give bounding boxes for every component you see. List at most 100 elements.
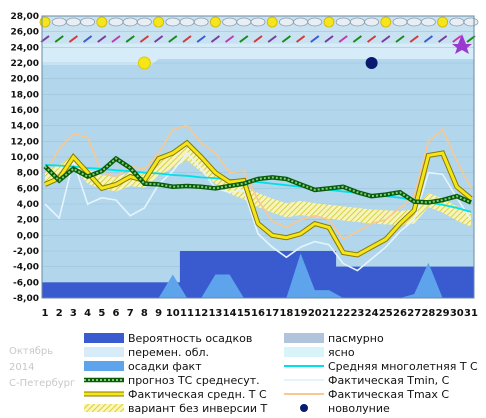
wind-arrow-icon	[296, 35, 306, 43]
y-tick-label: 26,00	[11, 28, 39, 38]
cloud-icon	[66, 17, 81, 27]
y-tick-label: 22,00	[11, 59, 39, 69]
y-tick-label: 14,00	[11, 122, 39, 132]
legend-item: вариант без инверсии Т	[84, 402, 268, 415]
wind-arrow-icon	[310, 35, 320, 43]
cloud-icon	[335, 17, 351, 27]
legend-item: ясно	[284, 346, 355, 359]
legend-label: прогноз ТС среднесут.	[128, 374, 260, 387]
x-tick-label: 6	[113, 308, 120, 319]
plot-border	[41, 15, 475, 299]
x-tick-label: 22	[336, 308, 350, 319]
wind-arrow-icon	[196, 35, 206, 43]
wind-arrow-icon	[111, 35, 121, 43]
y-tick-label: -6,00	[13, 278, 39, 288]
wind-arrow-icon	[182, 35, 192, 43]
wind-arrow-icon	[253, 35, 263, 43]
wind-arrow-icon	[68, 35, 79, 43]
cloud-icon	[179, 17, 195, 27]
legend-item: пасмурно	[284, 332, 384, 345]
x-tick-label: 10	[166, 308, 180, 319]
y-tick-label: 10,00	[11, 153, 39, 163]
x-tick-label: 5	[98, 308, 105, 319]
cloud-icon	[236, 17, 252, 27]
wind-arrow-icon	[267, 35, 277, 43]
legend-label: Вероятность осадков	[128, 332, 252, 345]
legend-label: осадки факт	[128, 360, 202, 373]
x-tick-label: 23	[350, 308, 364, 319]
cloud-icon	[165, 17, 181, 27]
wind-arrow-icon	[125, 35, 135, 43]
y-tick-label: 0,00	[17, 231, 39, 241]
x-tick-label: 9	[155, 308, 162, 319]
sun-icon	[323, 16, 335, 28]
y-tick-label: 2,00	[17, 216, 39, 226]
sun-icon	[380, 16, 392, 28]
y-tick-label: 4,00	[17, 200, 39, 210]
wind-arrow-icon	[82, 35, 93, 43]
x-tick-label: 3	[70, 308, 77, 319]
caption-month: Октябрь	[9, 346, 53, 357]
sun-icon	[266, 16, 278, 28]
x-tick-label: 19	[294, 308, 308, 319]
wind-arrow-icon	[324, 35, 334, 43]
y-tick-label: 12,00	[11, 137, 39, 147]
x-tick-label: 4	[84, 308, 91, 319]
legend-label: Фактическая Tmax C	[328, 388, 449, 401]
legend-item: Вероятность осадков	[84, 332, 252, 345]
x-tick-label: 30	[450, 308, 464, 319]
legend-swatch	[300, 404, 308, 412]
y-tick-label: -8,00	[13, 294, 39, 304]
y-tick-label: 18,00	[11, 90, 39, 100]
x-tick-label: 17	[265, 308, 279, 319]
wind-arrow-icon	[438, 35, 448, 43]
x-tick-label: 2	[56, 308, 63, 319]
x-tick-label: 8	[141, 308, 148, 319]
x-tick-label: 21	[322, 308, 336, 319]
x-tick-label: 14	[223, 308, 237, 319]
wind-arrow-icon	[54, 35, 64, 43]
legend-swatch	[84, 333, 124, 343]
sun-icon	[96, 16, 108, 28]
y-tick-label: -4,00	[13, 263, 39, 273]
legend-label: новолуние	[328, 402, 390, 415]
wind-arrow-icon	[367, 35, 377, 43]
legend-item: прогноз ТС среднесут.	[84, 374, 260, 387]
legend-label: перемен. обл.	[128, 346, 209, 359]
cloud-icon	[108, 17, 124, 27]
legend-label: Фактическая средн. Т С	[128, 388, 267, 401]
legend-item: осадки факт	[84, 360, 202, 373]
cloud-icon	[364, 17, 380, 27]
cloud-icon	[392, 17, 408, 27]
cloud-icon	[222, 17, 238, 27]
series-fact-tmax	[44, 124, 472, 241]
y-tick-label: -2,00	[13, 247, 39, 257]
wind-arrow-icon	[210, 35, 220, 43]
legend-swatch	[84, 404, 124, 412]
legend-swatch	[84, 361, 124, 371]
legend-label: ясно	[328, 346, 355, 359]
legend-label: вариант без инверсии Т	[128, 402, 268, 415]
wind-arrow-icon	[225, 35, 235, 43]
y-tick-label: 20,00	[11, 75, 39, 85]
cloud-icon	[420, 17, 436, 27]
x-tick-label: 18	[279, 308, 293, 319]
x-tick-label: 25	[379, 308, 393, 319]
wind-arrow-icon	[154, 35, 164, 43]
series-fact-tmin	[44, 151, 472, 272]
legend-swatch	[284, 347, 324, 357]
caption-city: С-Петербург	[9, 378, 75, 389]
series-fact-mean	[44, 140, 472, 257]
x-tick-label: 24	[365, 308, 379, 319]
legend-item: Фактическая Tmax C	[284, 388, 449, 401]
plot-area	[42, 15, 474, 299]
x-tick-label: 13	[208, 308, 222, 319]
precip-probability-area	[42, 251, 474, 298]
wind-arrow-icon	[97, 35, 107, 43]
cloud-icon	[406, 17, 422, 27]
legend-item: Средняя многолетняя Т С	[284, 360, 478, 373]
cloud-icon	[51, 17, 67, 27]
cloud-icon	[250, 17, 266, 27]
axes: 28,0026,0024,0022,0020,0018,0016,0014,00…	[11, 12, 478, 319]
